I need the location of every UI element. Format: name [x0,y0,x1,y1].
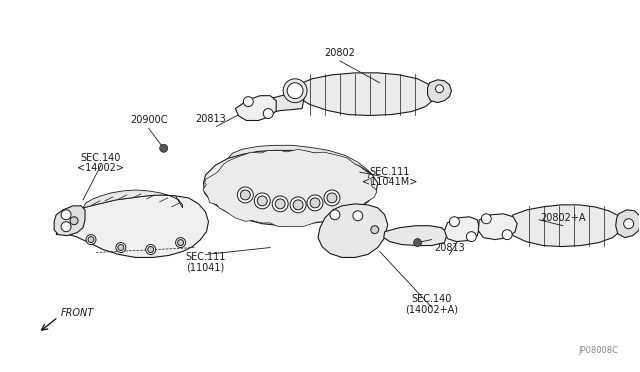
Circle shape [413,238,422,247]
Text: 20802: 20802 [324,48,355,58]
Circle shape [324,190,340,206]
Text: JP08008C: JP08008C [579,346,619,355]
Text: SEC.140: SEC.140 [412,294,452,304]
Text: (14002+A): (14002+A) [405,304,458,314]
Circle shape [178,240,184,246]
Polygon shape [478,214,517,240]
Polygon shape [444,217,479,241]
Polygon shape [318,204,388,257]
Polygon shape [56,195,209,257]
Circle shape [502,230,512,240]
Text: 20900C: 20900C [130,115,168,125]
Text: 20813: 20813 [195,113,226,124]
Circle shape [272,196,288,212]
Polygon shape [616,210,640,238]
Polygon shape [507,205,623,247]
Circle shape [254,193,270,209]
Circle shape [283,79,307,103]
Circle shape [118,244,124,250]
Text: (11041): (11041) [186,262,225,272]
Polygon shape [428,80,451,103]
Text: SEC.111: SEC.111 [369,167,410,177]
Circle shape [70,217,78,225]
Polygon shape [293,73,435,116]
Circle shape [293,200,303,210]
Circle shape [287,83,303,99]
Polygon shape [384,226,447,246]
Circle shape [237,187,253,203]
Polygon shape [204,150,378,226]
Circle shape [310,198,320,208]
Circle shape [481,214,492,224]
Text: <14002>: <14002> [77,163,124,173]
Circle shape [307,195,323,211]
Circle shape [435,85,444,93]
Circle shape [148,247,154,253]
Circle shape [330,210,340,220]
Circle shape [61,210,71,220]
Polygon shape [236,96,276,121]
Circle shape [371,226,379,234]
Text: <11041M>: <11041M> [362,177,417,187]
Circle shape [257,196,268,206]
Text: 20900C: 20900C [413,227,451,237]
Polygon shape [228,145,372,174]
Circle shape [623,219,634,229]
Circle shape [146,244,156,254]
Circle shape [241,190,250,200]
Circle shape [449,217,460,227]
Circle shape [243,97,253,107]
Text: 20802+A: 20802+A [540,213,586,223]
Circle shape [61,222,71,232]
Polygon shape [268,93,305,113]
Circle shape [327,193,337,203]
Text: FRONT: FRONT [61,308,94,318]
Polygon shape [83,190,182,208]
Polygon shape [54,206,85,235]
Circle shape [175,238,186,247]
Circle shape [160,144,168,152]
Circle shape [263,109,273,119]
Text: 20813: 20813 [434,243,465,253]
Circle shape [467,232,476,241]
Circle shape [353,211,363,221]
Circle shape [116,243,126,253]
Polygon shape [203,150,377,227]
Text: SEC.140: SEC.140 [81,153,121,163]
Circle shape [275,199,285,209]
Circle shape [88,237,94,243]
Circle shape [290,197,306,213]
Text: SEC.111: SEC.111 [186,253,226,263]
Circle shape [86,235,96,244]
